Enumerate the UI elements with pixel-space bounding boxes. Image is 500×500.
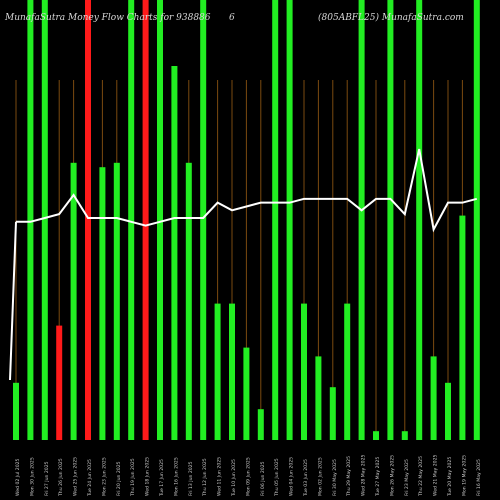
- flow-bar: [229, 303, 235, 440]
- flow-bar: [243, 347, 250, 440]
- chart-header-left: MunafaSutra Money Flow Charts for 938886: [5, 13, 211, 23]
- flow-bar: [430, 356, 437, 440]
- flow-bar: [387, 0, 394, 440]
- flow-bar: [473, 0, 480, 440]
- x-tick-label: Tue 20 May 2025: [447, 457, 453, 497]
- x-tick-label: Fri 30 May 2025: [332, 459, 338, 496]
- x-tick-label: Thu 22 May 2025: [418, 456, 424, 497]
- x-tick-label: Wed 18 Jun 2025: [145, 457, 151, 496]
- flow-bar: [200, 0, 207, 440]
- x-tick-label: Mon 09 Jun 2025: [245, 457, 251, 496]
- flow-bar: [41, 0, 48, 440]
- chart-header-right: (805ABFL25) MunafaSutra.com: [318, 13, 464, 23]
- flow-bar: [459, 215, 466, 440]
- flow-bar: [344, 303, 351, 440]
- x-tick-label: Fri 06 Jun 2025: [260, 461, 266, 496]
- x-tick-label: Tue 24 Jun 2025: [87, 459, 93, 497]
- x-tick-label: Thu 26 Jun 2025: [58, 458, 64, 497]
- flow-bar: [113, 162, 120, 441]
- x-tick-label: Fri 13 Jun 2025: [188, 461, 194, 496]
- flow-bar: [272, 0, 279, 440]
- chart-header-code: 6: [229, 13, 235, 23]
- flow-bar: [99, 167, 106, 440]
- x-tick-label: Thu 29 May 2025: [346, 456, 352, 497]
- flow-bar: [142, 0, 149, 440]
- x-tick-label: Mon 19 May 2025: [461, 455, 467, 496]
- x-tick-label: Wed 02 Jul 2025: [15, 458, 21, 496]
- flow-bar: [171, 66, 178, 440]
- flow-bar: [85, 0, 91, 440]
- x-tick-label: Tue 10 Jun 2025: [231, 459, 237, 497]
- flow-bar: [185, 162, 192, 441]
- flow-bar: [401, 431, 408, 440]
- x-tick-label: Tue 17 Jun 2025: [159, 459, 165, 497]
- flow-bar: [128, 0, 135, 440]
- x-tick-label: Mon 26 May 2025: [389, 455, 395, 496]
- x-tick-label: Wed 25 Jun 2025: [73, 457, 79, 496]
- x-tick-label: Thu 19 Jun 2025: [130, 458, 136, 497]
- x-tick-label: Wed 11 Jun 2025: [217, 457, 223, 496]
- flow-bar: [70, 162, 77, 441]
- x-tick-label: Thu 12 Jun 2025: [202, 458, 208, 497]
- flow-bar: [329, 387, 336, 440]
- flow-bar: [286, 0, 293, 440]
- flow-bar: [214, 303, 221, 440]
- x-tick-label: Fri 16 May 2025: [476, 459, 482, 496]
- x-tick-label: Mon 30 Jun 2025: [29, 457, 35, 496]
- flow-bar: [445, 382, 451, 440]
- flow-bar: [13, 382, 19, 440]
- flow-bar: [301, 303, 307, 440]
- flow-bar: [157, 0, 163, 440]
- flow-bar: [257, 409, 264, 440]
- flow-bar: [56, 325, 63, 440]
- x-tick-label: Fri 23 May 2025: [404, 459, 410, 496]
- flow-bar: [373, 431, 379, 440]
- x-tick-label: Mon 23 Jun 2025: [101, 457, 107, 496]
- flow-bar: [315, 356, 322, 440]
- x-tick-label: Wed 21 May 2025: [433, 454, 439, 496]
- x-tick-label: Wed 04 Jun 2025: [289, 457, 295, 496]
- x-tick-label: Fri 27 Jun 2025: [44, 461, 50, 496]
- flow-bar: [358, 0, 365, 440]
- x-tick-label: Wed 28 May 2025: [361, 454, 367, 496]
- x-tick-label: Tue 03 Jun 2025: [303, 459, 309, 497]
- x-tick-label: Mon 16 Jun 2025: [173, 457, 179, 496]
- x-tick-label: Mon 02 Jun 2025: [317, 457, 323, 496]
- flow-bar: [416, 0, 423, 440]
- flow-bar: [27, 0, 34, 440]
- x-tick-label: Fri 20 Jun 2025: [116, 461, 122, 496]
- x-tick-label: Thu 05 Jun 2025: [274, 458, 280, 497]
- money-flow-line: [9, 148, 478, 381]
- x-tick-label: Tue 27 May 2025: [375, 457, 381, 497]
